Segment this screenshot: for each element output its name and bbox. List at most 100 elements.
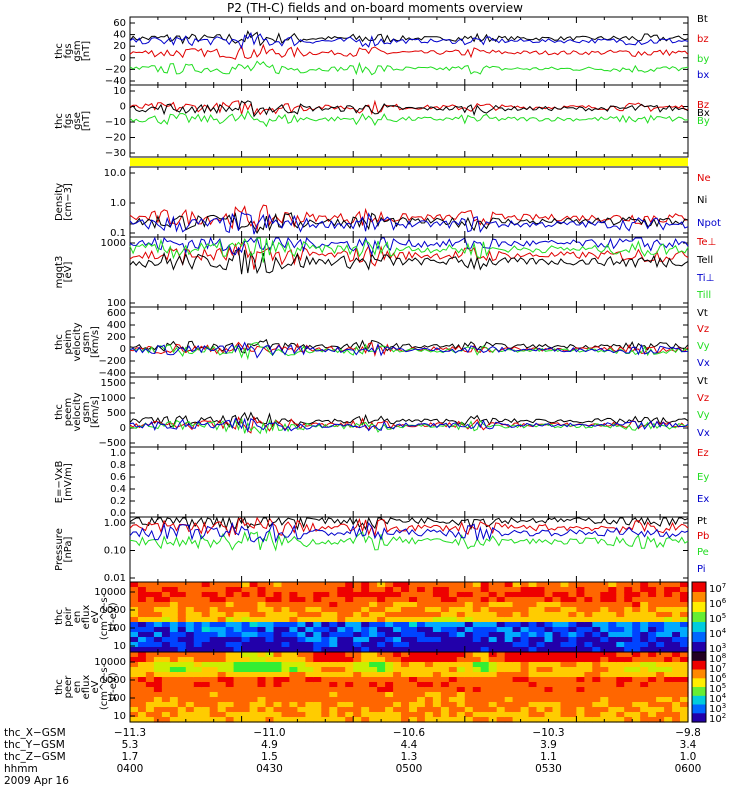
spectrum-cell — [504, 622, 514, 628]
spectrum-cell — [281, 677, 291, 683]
ylabel-line: sr-eV) — [108, 602, 119, 631]
spectrum-cell — [289, 637, 298, 643]
spectrum-cell — [345, 582, 354, 588]
spectrum-cell — [249, 607, 259, 613]
spectrum-cell — [584, 702, 593, 708]
spectrum-cell — [640, 622, 649, 628]
spectrum-cell — [528, 657, 538, 663]
ylabel-line: en — [72, 681, 83, 694]
spectrum-cell — [233, 667, 243, 673]
spectrum-cell — [329, 687, 338, 693]
spectrum-cell — [393, 657, 402, 663]
spectrum-cell — [616, 647, 625, 653]
spectrum-cell — [648, 602, 657, 608]
spectrum-cell — [424, 612, 434, 618]
spectrum-cell — [456, 702, 466, 708]
spectrum-cell — [130, 682, 139, 688]
spectrum-cell — [680, 632, 689, 638]
spectrum-cell — [329, 602, 338, 608]
spectrum-cell — [169, 692, 179, 698]
spectrum-cell — [424, 622, 434, 628]
spectrum-cell — [393, 672, 402, 678]
spectrum-cell — [512, 582, 522, 588]
spectrum-cell — [249, 717, 259, 723]
spectrum-cell — [265, 612, 275, 618]
spectrum-cell — [313, 662, 322, 668]
spectrum-cell — [592, 682, 601, 688]
spectrum-cell — [520, 592, 530, 598]
spectrum-cell — [233, 652, 243, 658]
spectrum-cell — [624, 617, 633, 623]
spectrum-cell — [241, 707, 251, 713]
spectrum-cell — [536, 657, 546, 663]
spectrum-cell — [480, 697, 490, 703]
spectrum-cell — [664, 707, 673, 713]
ytick-label: 0 — [120, 423, 126, 434]
spectrum-cell — [217, 587, 227, 593]
spectrum-cell — [424, 712, 434, 718]
spectrum-cell — [576, 657, 585, 663]
spectrum-cell — [209, 712, 219, 718]
ylabel-line: [nT] — [81, 111, 92, 131]
spectrum-cell — [401, 692, 410, 698]
spectrum-cell — [201, 697, 211, 703]
spectrum-cell — [576, 652, 585, 658]
spectrum-cell — [448, 647, 458, 653]
spectrum-cell — [600, 702, 609, 708]
spectrum-cell — [480, 712, 490, 718]
ytick-label: 0.10 — [104, 546, 126, 557]
spectrum-cell — [584, 632, 593, 638]
spectrum-cell — [361, 717, 370, 723]
spectrum-cell — [504, 612, 514, 618]
spectrum-cell — [560, 677, 570, 683]
spectrum-cell — [496, 582, 506, 588]
spectrum-cell — [153, 657, 163, 663]
spectrum-cell — [401, 662, 410, 668]
spectrum-cell — [257, 582, 267, 588]
spectrum-cell — [345, 632, 354, 638]
spectrum-cell — [313, 582, 322, 588]
spectrum-cell — [297, 657, 306, 663]
spectrum-cell — [504, 682, 514, 688]
spectrum-cell — [552, 687, 562, 693]
ylabel-line: (cm^2-s- — [99, 593, 110, 640]
spectrum-cell — [130, 702, 139, 708]
spectrum-cell — [289, 587, 298, 593]
spectrum-cell — [225, 672, 235, 678]
spectrum-cell — [432, 657, 442, 663]
colorbar-segment — [692, 612, 706, 623]
spectrum-cell — [297, 707, 306, 713]
spectrum-cell — [417, 712, 426, 718]
spectrum-cell — [313, 687, 322, 693]
spectrum-cell — [401, 682, 410, 688]
spectrum-cell — [448, 632, 458, 638]
spectrum-cell — [145, 592, 155, 598]
spectrum-cell — [664, 677, 673, 683]
spectrum-cell — [265, 662, 275, 668]
spectrum-cell — [664, 682, 673, 688]
spectrum-cell — [528, 597, 538, 603]
spectrum-cell — [145, 647, 155, 653]
spectrum-cell — [512, 597, 522, 603]
spectrum-cell — [138, 622, 147, 628]
spectrum-cell — [321, 667, 330, 673]
spectrum-cell — [233, 677, 243, 683]
spectrum-cell — [448, 707, 458, 713]
spectrum-cell — [209, 662, 219, 668]
spectrum-cell — [632, 657, 641, 663]
spectrum-cell — [313, 607, 322, 613]
series-line-Npot — [129, 211, 689, 235]
spectrum-cell — [600, 642, 609, 648]
spectrum-cell — [138, 632, 147, 638]
spectrum-cell — [209, 622, 219, 628]
spectrum-cell — [353, 602, 362, 608]
spectrum-cell — [504, 582, 514, 588]
spectrum-cell — [552, 587, 562, 593]
spectrum-cell — [568, 587, 577, 593]
spectrum-cell — [353, 697, 362, 703]
spectrum-cell — [448, 712, 458, 718]
spectrum-cell — [313, 647, 322, 653]
spectrum-cell — [145, 702, 155, 708]
spectrum-cell — [201, 617, 211, 623]
spectrum-cell — [297, 672, 306, 678]
